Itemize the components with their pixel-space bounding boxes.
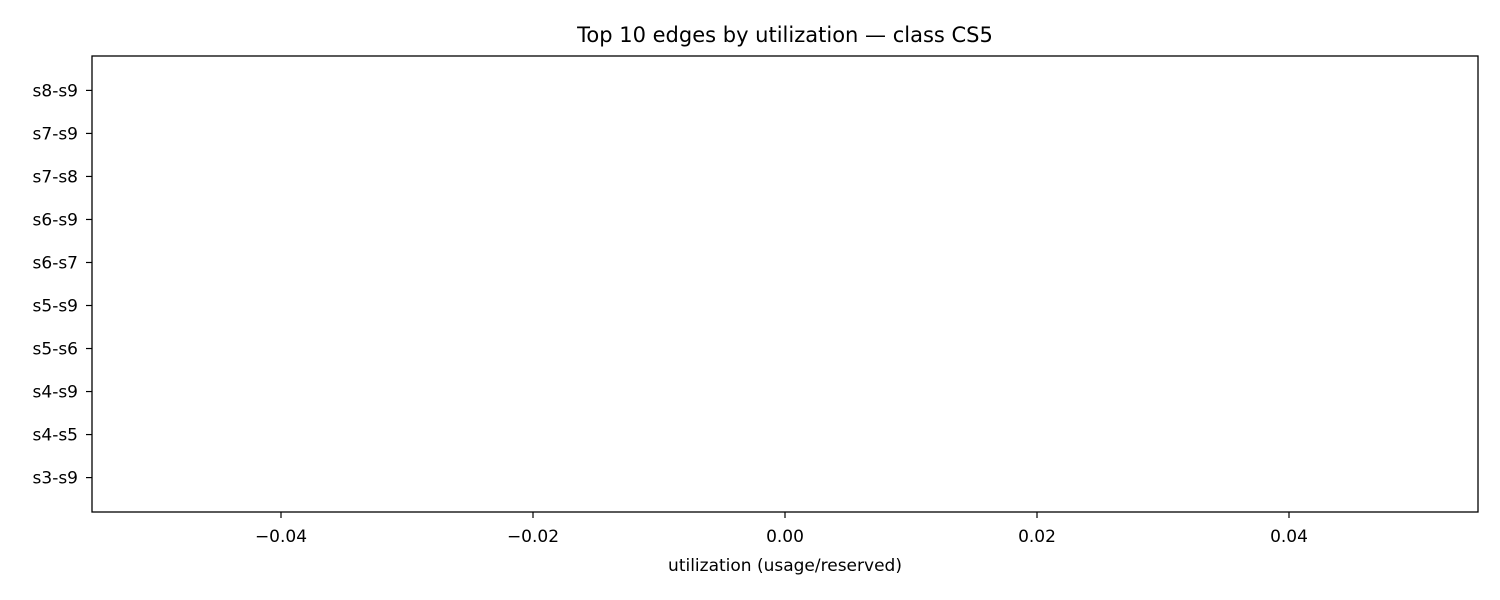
y-tick-label: s5-s9 [33, 297, 78, 317]
x-axis-title: utilization (usage/reserved) [668, 556, 902, 576]
plot-frame [91, 55, 1479, 513]
x-tick-label: 0.00 [766, 527, 804, 547]
y-axis-ticks: s3-s9 s4-s5 s4-s9 s5-s6 s5-s9 s6-s7 s6-s9 s7-s8… [33, 81, 92, 489]
chart-title: Top 10 edges by utilization — class CS5 [576, 23, 993, 47]
y-tick-label: s7-s9 [33, 124, 78, 144]
y-tick-label: s7-s8 [33, 167, 78, 187]
y-tick-label: s3-s9 [33, 469, 78, 489]
y-tick-label: s8-s9 [33, 81, 78, 101]
x-tick-label: 0.04 [1270, 527, 1308, 547]
y-tick-label: s5-s6 [33, 340, 78, 360]
y-tick-label: s6-s7 [33, 253, 78, 273]
y-tick-label: s4-s9 [33, 383, 78, 403]
x-tick-label: −0.02 [507, 527, 559, 547]
y-tick-label: s4-s5 [33, 426, 78, 446]
x-tick-label: 0.02 [1018, 527, 1056, 547]
y-tick-label: s6-s9 [33, 210, 78, 230]
x-tick-label: −0.04 [255, 527, 307, 547]
x-axis-ticks: −0.04 −0.02 0.00 0.02 0.04 [255, 512, 1308, 547]
